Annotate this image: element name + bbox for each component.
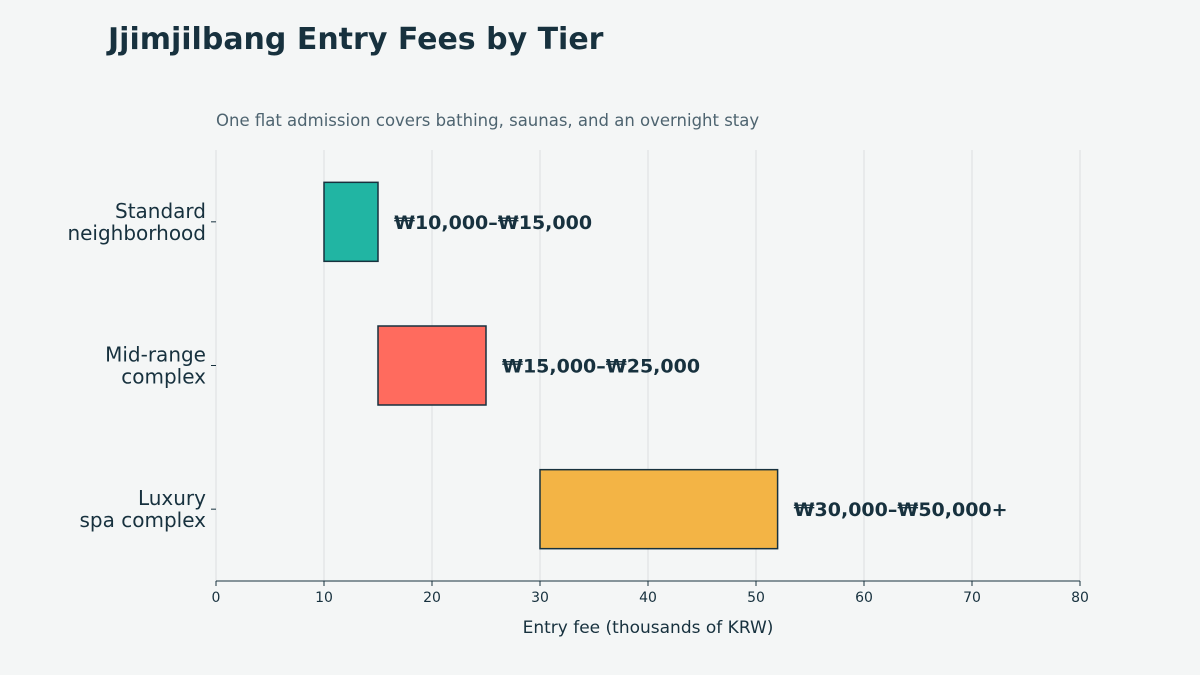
x-tick-label: 60: [855, 590, 873, 606]
y-category-label-line: neighborhood: [67, 221, 206, 245]
y-category-label-line: complex: [121, 365, 206, 389]
bar: [377, 325, 487, 406]
chart-title: Jjimjilbang Entry Fees by Tier: [106, 22, 604, 57]
bar: [323, 181, 379, 263]
y-category-label: Mid-range complex: [105, 343, 206, 389]
y-category-label-line: Luxury: [138, 486, 206, 510]
x-tick-label: 30: [531, 590, 549, 606]
x-axis-label: Entry fee (thousands of KRW): [523, 618, 774, 638]
x-axis: 0 10 20 30 40 50 60 70 80 Standard neighborhood Mid…: [67, 199, 1088, 606]
bar-data-label: ₩30,000–₩50,000+: [794, 499, 1008, 521]
bar-data-label: ₩15,000–₩25,000: [502, 356, 700, 378]
y-category-label-line: Standard: [115, 199, 206, 223]
y-category-label: Standard neighborhood: [67, 199, 206, 245]
x-tick-label: 20: [423, 590, 441, 606]
x-tick-label: 70: [963, 590, 981, 606]
y-category-label-line: spa complex: [80, 508, 207, 532]
bar: [539, 468, 779, 550]
x-tick-label: 10: [315, 590, 333, 606]
y-category-label-line: Mid-range: [105, 343, 206, 367]
x-tick-label: 80: [1071, 590, 1089, 606]
x-tick-label: 40: [639, 590, 657, 606]
x-tick-label: 50: [747, 590, 765, 606]
chart-subtitle: One flat admission covers bathing, sauna…: [216, 111, 759, 130]
bars: ₩10,000–₩15,000 ₩15,000–₩25,000 ₩30,000–₩5…: [323, 181, 1008, 550]
x-tick-label: 0: [212, 590, 221, 606]
bar-data-label: ₩10,000–₩15,000: [394, 212, 592, 234]
y-category-label: Luxury spa complex: [80, 486, 207, 532]
